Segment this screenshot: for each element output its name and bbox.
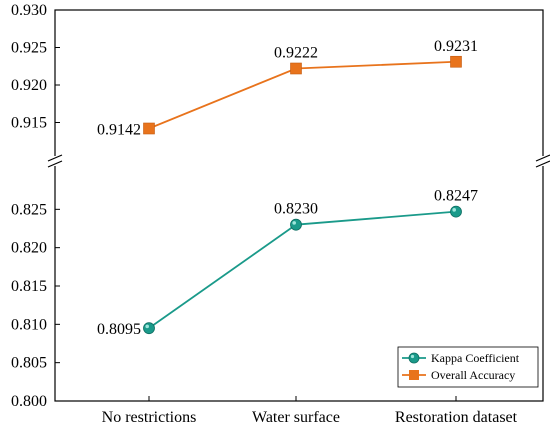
kappa-coefficient-line	[148, 210, 457, 329]
kappa-coefficient-point	[290, 218, 302, 231]
y-tick-label: 0.915	[11, 115, 47, 132]
kappa-coefficient-data-label: 0.8247	[434, 188, 478, 205]
x-tick-label: Restoration dataset	[395, 409, 518, 426]
y-tick-label: 0.825	[11, 201, 47, 218]
axis-break-gap-right	[535, 156, 550, 166]
legend-label-kappa-coefficient: Kappa Coefficient	[431, 351, 520, 365]
overall-accuracy-point	[143, 122, 155, 135]
kappa-coefficient-point-highlight	[145, 324, 149, 329]
kappa-coefficient-point	[143, 322, 155, 335]
x-tick-label: Water surface	[252, 409, 340, 426]
kappa-coefficient-point	[450, 205, 462, 218]
y-tick-label: 0.800	[11, 393, 47, 410]
y-tick-label: 0.820	[11, 240, 47, 257]
y-tick-label: 0.815	[11, 278, 47, 295]
legend-marker-highlight	[410, 354, 415, 359]
overall-accuracy-data-label: 0.9231	[434, 38, 478, 55]
plot-frame	[54, 9, 544, 402]
overall-accuracy-point	[290, 62, 302, 75]
axis-break-mark-left-1	[47, 154, 63, 162]
y-tick-label: 0.925	[11, 40, 47, 57]
kappa-coefficient-point-highlight	[452, 208, 457, 212]
legend-marker-kappa-coefficient	[408, 352, 420, 364]
y-tick-label: 0.805	[11, 355, 47, 372]
legend-label-overall-accuracy: Overall Accuracy	[431, 368, 515, 382]
kappa-coefficient-point-highlight	[292, 221, 297, 225]
overall-accuracy-data-label: 0.9222	[274, 45, 318, 62]
kappa-coefficient-data-label: 0.8095	[97, 321, 141, 338]
legend-marker-overall-accuracy	[409, 370, 419, 380]
axis-break-mark-right-2	[535, 160, 550, 168]
overall-accuracy-point	[450, 55, 462, 68]
axis-break-mark-left-2	[47, 160, 63, 168]
axis-break-gap-left	[47, 156, 63, 166]
x-tick-label: No restrictions	[102, 409, 197, 426]
y-tick-label: 0.810	[11, 316, 47, 333]
legend-box	[397, 346, 539, 388]
kappa-coefficient-data-label: 0.8230	[274, 201, 318, 218]
y-tick-label: 0.920	[11, 77, 47, 94]
overall-accuracy-data-label: 0.9142	[97, 122, 141, 139]
y-tick-label: 0.930	[11, 2, 47, 19]
axis-break-mark-right-1	[535, 154, 550, 162]
overall-accuracy-line	[148, 60, 457, 130]
